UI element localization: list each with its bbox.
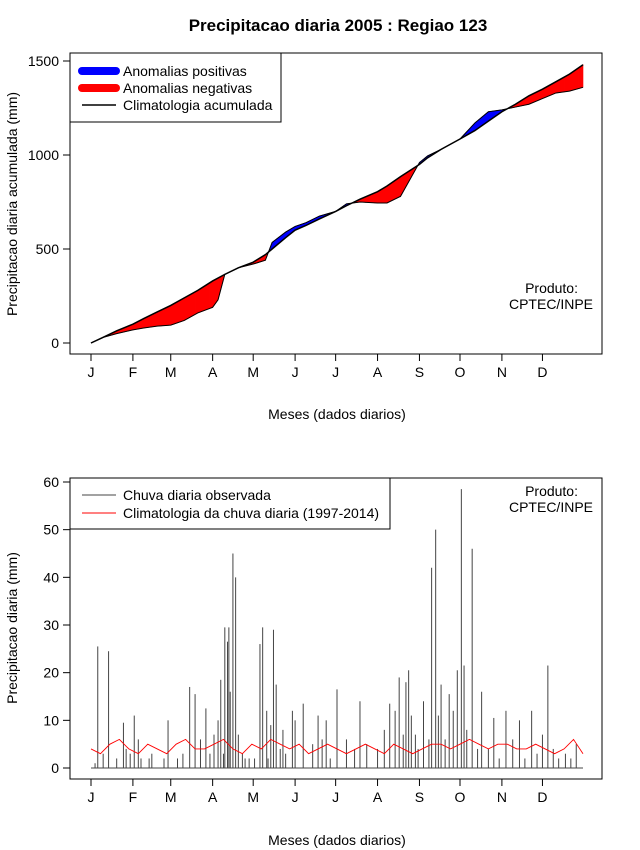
x-tick-label: J: [292, 364, 299, 380]
x-tick-label: F: [129, 364, 138, 380]
y-tick-label: 40: [43, 569, 59, 585]
x-tick-label: O: [455, 364, 466, 380]
legend-label-negative: Anomalias negativas: [123, 80, 252, 96]
x-tick-label: M: [247, 789, 259, 805]
x-tick-label: M: [165, 789, 177, 805]
cumulative-y-axis-label: Precipitacao diaria acumulada (mm): [4, 92, 20, 316]
x-tick-label: F: [129, 789, 138, 805]
x-tick-label: A: [208, 364, 218, 380]
x-tick-label: A: [373, 789, 383, 805]
daily-legend-box: [69, 477, 391, 530]
y-tick-label: 0: [51, 335, 59, 351]
x-tick-label: A: [373, 364, 383, 380]
x-tick-label: J: [88, 364, 95, 380]
x-tick-label: N: [497, 789, 507, 805]
x-tick-label: N: [497, 364, 507, 380]
daily-plot-marks: [90, 489, 584, 769]
legend-label-climatology: Climatologia acumulada: [123, 97, 273, 113]
y-tick-label: 500: [36, 241, 60, 257]
y-tick-label: 30: [43, 617, 59, 633]
legend-label-observed: Chuva diaria observada: [123, 487, 271, 503]
chart-title: Precipitacao diaria 2005 : Regiao 123: [188, 16, 488, 35]
x-tick-label: M: [247, 364, 259, 380]
cumulative-plot-marks: [90, 64, 584, 344]
x-tick-label: M: [165, 364, 177, 380]
y-tick-label: 10: [43, 712, 59, 728]
cumulative-product-source: CPTEC/INPE: [509, 296, 593, 312]
x-tick-label: J: [332, 789, 339, 805]
x-tick-label: S: [415, 364, 424, 380]
x-tick-label: J: [88, 789, 95, 805]
cumulative-product-label: Produto:: [525, 280, 578, 296]
anomaly-band: [581, 64, 584, 89]
daily-product-label: Produto:: [525, 483, 578, 499]
cumulative-x-axis-label: Meses (dados diarios): [268, 406, 406, 422]
x-tick-label: O: [455, 789, 466, 805]
y-tick-label: 20: [43, 665, 59, 681]
x-tick-label: A: [208, 789, 218, 805]
legend-label-daily-climatology: Climatologia da chuva diaria (1997-2014): [123, 505, 379, 521]
x-tick-label: J: [332, 364, 339, 380]
daily-climatology-line: [90, 738, 584, 755]
daily-product-source: CPTEC/INPE: [509, 499, 593, 515]
x-tick-label: D: [537, 364, 547, 380]
cumulative-legend: Anomalias positivas Anomalias negativas …: [69, 52, 282, 123]
x-tick-label: D: [537, 789, 547, 805]
y-tick-label: 1000: [28, 147, 59, 163]
daily-axes: J F M A M J J A S O N D 0 10 20 30 40 50 60: [43, 474, 547, 805]
climatology-cumulative-line: [90, 64, 584, 344]
x-tick-label: S: [415, 789, 424, 805]
daily-x-axis-label: Meses (dados diarios): [268, 832, 406, 848]
legend-label-positive: Anomalias positivas: [123, 63, 247, 79]
observed-cumulative-line: [90, 86, 584, 344]
y-tick-label: 60: [43, 474, 59, 490]
y-tick-label: 1500: [28, 53, 59, 69]
y-tick-label: 0: [51, 760, 59, 776]
y-tick-label: 50: [43, 522, 59, 538]
daily-y-axis-label: Precipitacao diaria (mm): [4, 552, 20, 704]
daily-legend: Chuva diaria observada Climatologia da c…: [69, 477, 391, 530]
x-tick-label: J: [292, 789, 299, 805]
